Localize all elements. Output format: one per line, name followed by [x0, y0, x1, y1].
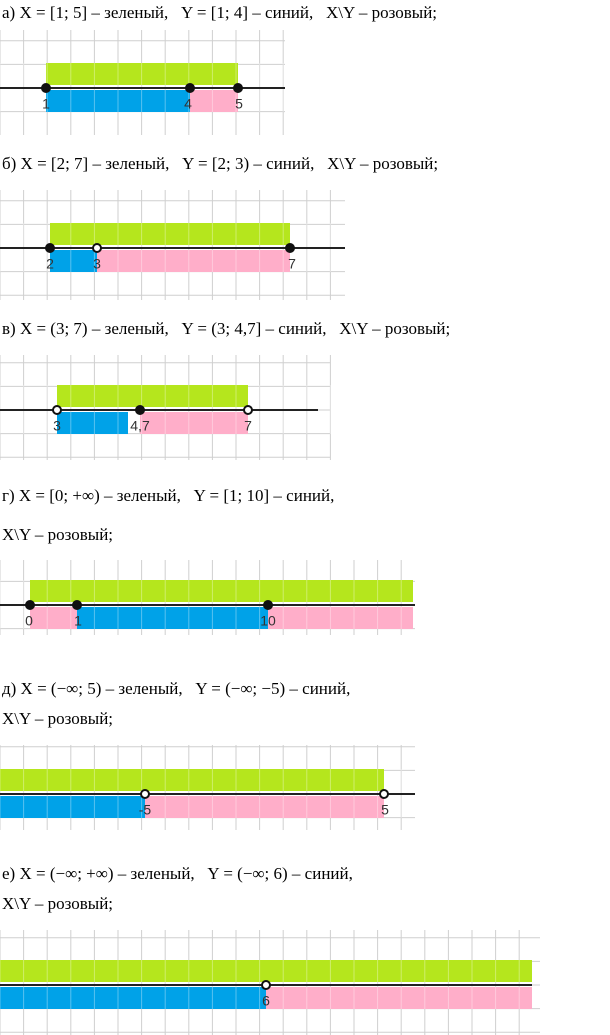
green-bar — [50, 223, 290, 245]
point-label: 2 — [46, 256, 54, 272]
problem: б) X = [2; 7] – зеленый, Y = [2; 3) – си… — [0, 154, 438, 300]
pink-bar — [190, 90, 238, 112]
point-label: 1 — [74, 613, 82, 629]
problem: а) X = [1; 5] – зеленый, Y = [1; 4] – си… — [0, 3, 437, 135]
point-label: 7 — [288, 256, 296, 272]
statement: д) X = (−∞; 5) – зеленый, Y = (−∞; −5) –… — [2, 679, 350, 698]
point-label: 3 — [53, 418, 61, 434]
green-bar — [57, 385, 248, 407]
problem: в) X = (3; 7) – зеленый, Y = (3; 4,7] – … — [0, 319, 450, 460]
pink-bar — [266, 987, 532, 1009]
point-label: -5 — [139, 802, 152, 818]
green-bar — [46, 63, 238, 85]
statement: б) X = [2; 7] – зеленый, Y = [2; 3) – си… — [2, 154, 438, 173]
point-label: 1 — [42, 96, 50, 112]
point-label: 7 — [244, 418, 252, 434]
blue-bar — [50, 250, 97, 272]
statement: а) X = [1; 5] – зеленый, Y = [1; 4] – си… — [2, 3, 437, 22]
blue-bar — [46, 90, 190, 112]
problem: г) X = [0; +∞) – зеленый, Y = [1; 10] – … — [0, 486, 415, 635]
statement: X\Y – розовый; — [2, 709, 113, 728]
filled-point — [72, 600, 82, 610]
problem: е) X = (−∞; +∞) – зеленый, Y = (−∞; 6) –… — [0, 864, 540, 1035]
statement: е) X = (−∞; +∞) – зеленый, Y = (−∞; 6) –… — [2, 864, 353, 883]
open-point — [52, 405, 62, 415]
open-point — [243, 405, 253, 415]
filled-point — [263, 600, 273, 610]
point-label: 5 — [235, 96, 243, 112]
point-label: 4,7 — [130, 418, 150, 434]
filled-point — [45, 243, 55, 253]
blue-bar — [57, 412, 128, 434]
green-bar — [30, 580, 413, 602]
statement: г) X = [0; +∞) – зеленый, Y = [1; 10] – … — [2, 486, 334, 505]
open-point — [379, 789, 389, 799]
point-label: 6 — [262, 993, 270, 1009]
blue-bar — [0, 796, 145, 818]
pink-bar — [145, 796, 384, 818]
filled-point — [41, 83, 51, 93]
point-label: 3 — [93, 256, 101, 272]
filled-point — [285, 243, 295, 253]
green-bar — [0, 960, 532, 982]
problem: д) X = (−∞; 5) – зеленый, Y = (−∞; −5) –… — [0, 679, 415, 830]
pink-bar — [30, 607, 77, 629]
blue-bar — [77, 607, 268, 629]
point-label: 10 — [260, 613, 276, 629]
statement: в) X = (3; 7) – зеленый, Y = (3; 4,7] – … — [2, 319, 450, 338]
blue-bar — [0, 987, 266, 1009]
filled-point — [233, 83, 243, 93]
pink-bar — [97, 250, 290, 272]
pink-bar — [268, 607, 413, 629]
open-point — [140, 789, 150, 799]
point-label: 4 — [184, 96, 192, 112]
open-point — [92, 243, 102, 253]
point-label: 5 — [381, 802, 389, 818]
filled-point — [25, 600, 35, 610]
filled-point — [185, 83, 195, 93]
pink-bar — [140, 412, 248, 434]
point-label: 0 — [25, 613, 33, 629]
statement: X\Y – розовый; — [2, 525, 113, 544]
statement: X\Y – розовый; — [2, 894, 113, 913]
green-bar — [0, 769, 384, 791]
filled-point — [135, 405, 145, 415]
open-point — [261, 980, 271, 990]
